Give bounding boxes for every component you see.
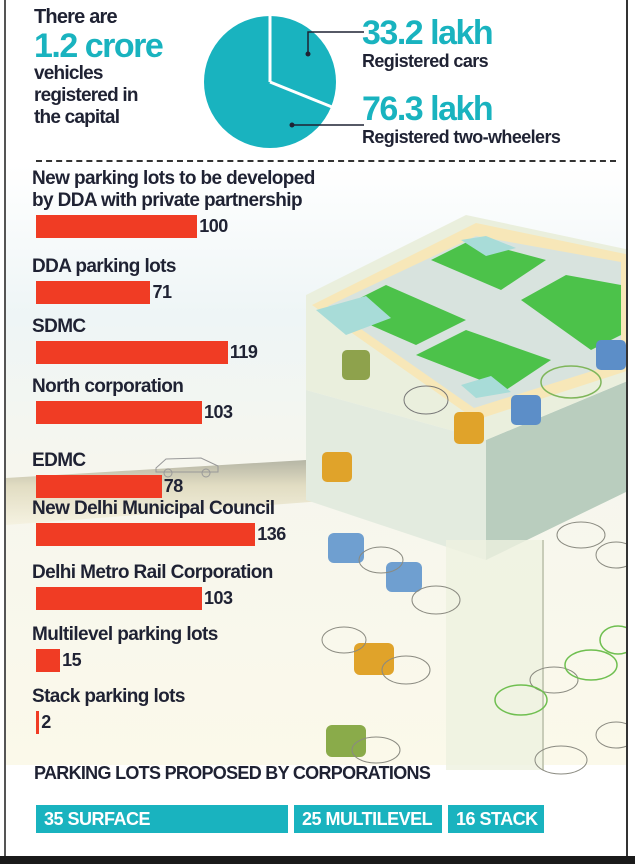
bar-item: New Delhi Municipal Council 136	[32, 498, 286, 546]
intro-total-vehicles: 1.2 crore	[34, 27, 164, 65]
leader-dot-cars	[305, 51, 311, 57]
bar-label: North corporation	[32, 376, 184, 397]
infographic-frame: There are 1.2 crore vehicles registered …	[4, 0, 628, 856]
bar-row: 78	[32, 474, 183, 498]
bar-label: by DDA with private partnership	[32, 190, 303, 211]
bar	[36, 586, 203, 610]
bar-label: New Delhi Municipal Council	[32, 498, 275, 519]
bar-item: EDMC 78	[32, 450, 183, 498]
leader-line-cars	[307, 31, 364, 54]
stat-value: 33.2 lakh	[362, 14, 494, 52]
footer-title: PARKING LOTS PROPOSED BY CORPORATIONS	[34, 763, 431, 783]
stat-registered-cars: 33.2 lakh Registered cars	[362, 14, 494, 72]
intro-line-3: registered in	[34, 85, 138, 106]
bar	[36, 280, 151, 304]
bar	[36, 710, 40, 734]
intro-line-4: the capital	[34, 107, 120, 128]
parking-garage-illustration	[6, 165, 626, 775]
bar-row: 103	[32, 400, 233, 424]
bar-row: 71	[32, 280, 176, 304]
bar-item: New parking lots to be developed by DDA w…	[32, 168, 315, 238]
stat-registered-two-wheelers: 76.3 lakh Registered two-wheelers	[362, 90, 561, 148]
bar-row: 100	[32, 214, 315, 238]
bar-label: New parking lots to be developed	[32, 168, 315, 189]
bar-item: Multilevel parking lots 15	[32, 624, 218, 672]
bar-value: 2	[41, 712, 51, 732]
bar-item: SDMC 119	[32, 316, 258, 364]
dashed-divider	[36, 160, 616, 162]
bar-label: DDA parking lots	[32, 256, 176, 277]
bar-item: Delhi Metro Rail Corporation 103	[32, 562, 273, 610]
bar-value: 103	[204, 402, 233, 422]
pill-multilevel: 25 MULTILEVEL	[294, 805, 442, 833]
bar-value: 15	[62, 650, 82, 670]
bar-value: 100	[199, 216, 228, 236]
bar-label: SDMC	[32, 316, 86, 337]
bar-item: Stack parking lots 2	[32, 686, 185, 734]
leader-dot-two-wheelers	[289, 122, 295, 128]
vehicle-pie-chart	[204, 14, 364, 148]
bar-value: 119	[229, 342, 258, 362]
bar-label: Multilevel parking lots	[32, 624, 218, 645]
stat-value: 76.3 lakh	[362, 90, 494, 128]
bar-value: 78	[163, 476, 184, 496]
bottom-border	[0, 856, 635, 864]
stat-label: Registered cars	[362, 51, 489, 71]
bar-value: 103	[204, 588, 233, 608]
bar-row: 119	[32, 340, 258, 364]
bar	[36, 522, 256, 546]
bar-row: 136	[32, 522, 286, 546]
pill-surface: 35 SURFACE	[36, 805, 288, 833]
bar-row: 103	[32, 586, 273, 610]
intro-text: There are 1.2 crore vehicles registered …	[34, 6, 164, 129]
pill-stack: 16 STACK	[448, 805, 544, 833]
intro-line-1: There are	[34, 6, 118, 28]
bar-item: North corporation 103	[32, 376, 233, 424]
bar	[36, 340, 228, 364]
bar-item: DDA parking lots 71	[32, 256, 176, 304]
bar-label: EDMC	[32, 450, 86, 471]
bar-label: Stack parking lots	[32, 686, 185, 707]
bar	[36, 400, 203, 424]
bar-row: 2	[32, 710, 185, 734]
intro-line-2: vehicles	[34, 63, 103, 84]
bar-label: Delhi Metro Rail Corporation	[32, 562, 273, 583]
bar-row: 15	[32, 648, 218, 672]
bar	[36, 214, 198, 238]
bar-value: 136	[257, 524, 286, 544]
stat-label: Registered two-wheelers	[362, 127, 561, 147]
bar-value: 71	[152, 282, 172, 302]
pie-divider-right	[269, 80, 333, 109]
bar	[36, 474, 162, 498]
bar	[36, 648, 61, 672]
